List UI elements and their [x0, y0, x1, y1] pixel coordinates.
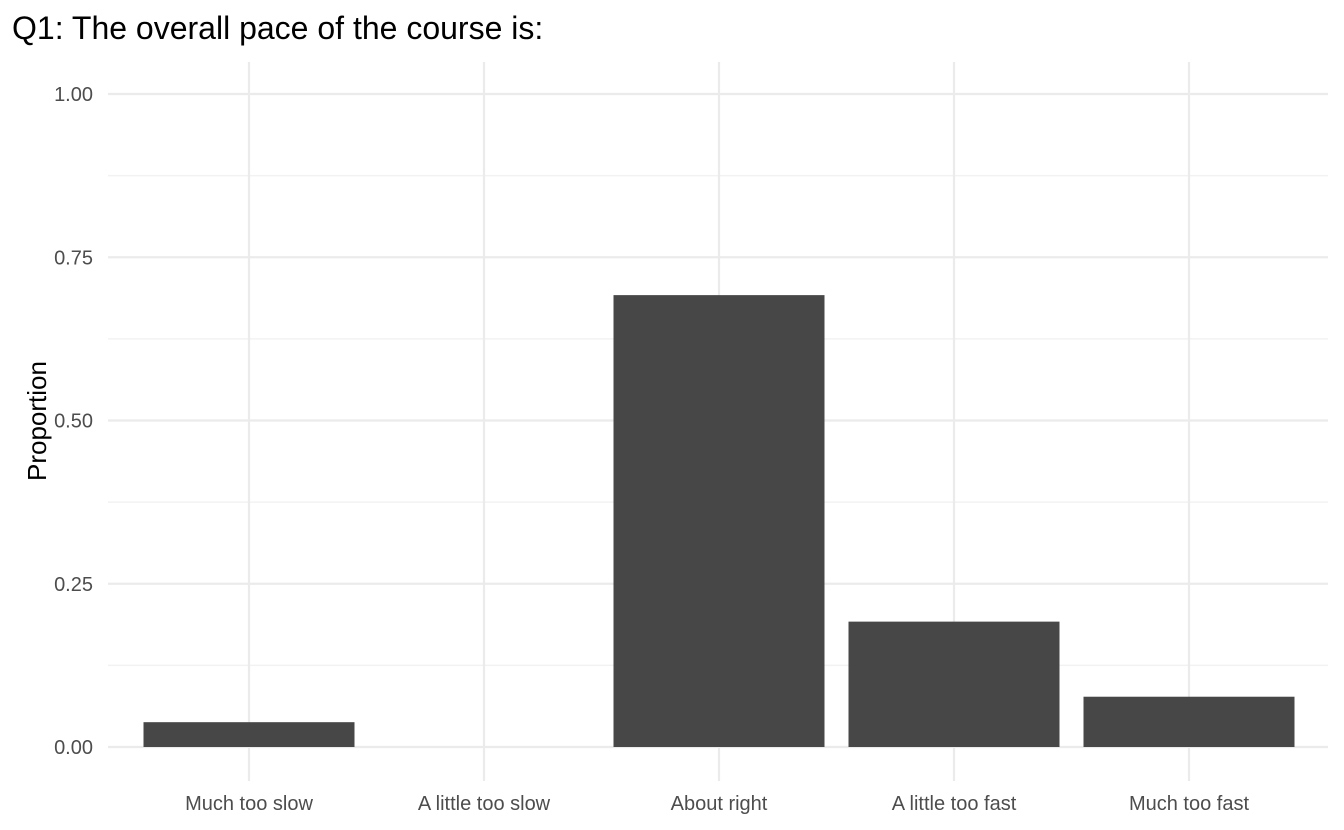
y-tick-label: 0.25	[54, 574, 93, 596]
bar	[143, 722, 355, 747]
y-axis-title: Proportion	[22, 361, 52, 481]
bar	[848, 621, 1060, 747]
bars	[143, 295, 1295, 747]
x-tick-label: Much too fast	[1129, 793, 1250, 815]
bar	[613, 295, 825, 747]
y-tick-label: 0.50	[54, 411, 93, 433]
y-tick-label: 0.75	[54, 247, 93, 269]
x-tick-label: Much too slow	[185, 793, 313, 815]
x-tick-label: A little too fast	[892, 793, 1017, 815]
y-tick-label: 0.00	[54, 737, 93, 759]
chart-title: Q1: The overall pace of the course is:	[12, 10, 543, 46]
x-tick-label: A little too slow	[418, 793, 551, 815]
y-axis-ticks: 0.00 0.25 0.50 0.75 1.00	[54, 84, 93, 759]
x-tick-label: About right	[671, 793, 768, 815]
bar	[1083, 696, 1295, 747]
y-tick-label: 1.00	[54, 84, 93, 106]
x-axis-ticks: Much too slow A little too slow About righ…	[185, 793, 1249, 815]
